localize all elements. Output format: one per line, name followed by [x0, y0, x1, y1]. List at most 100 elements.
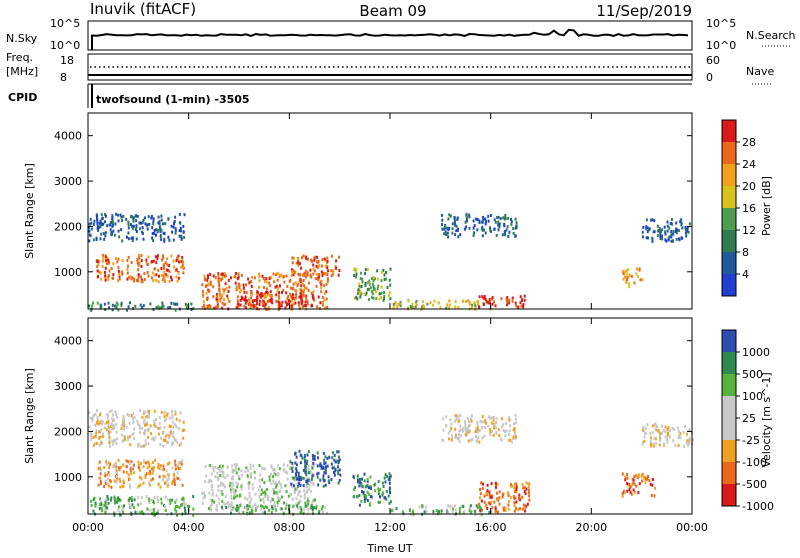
scatter-cell	[154, 436, 157, 440]
scatter-cell	[254, 492, 257, 496]
scatter-cell	[642, 429, 645, 432]
scatter-cell	[218, 469, 221, 473]
scatter-cell	[446, 303, 449, 307]
scatter-cell	[301, 456, 304, 460]
scatter-cell	[157, 305, 160, 309]
scatter-cell	[162, 438, 165, 442]
scatter-cell	[134, 214, 137, 218]
scatter-cell	[521, 495, 524, 499]
scatter-cell	[161, 431, 164, 435]
scatter-cell	[312, 457, 315, 461]
scatter-cell	[119, 465, 122, 469]
scatter-cell	[235, 285, 238, 289]
y-tick-label: 3000	[54, 175, 82, 188]
scatter-cell	[136, 419, 139, 423]
scatter-cell	[388, 486, 391, 490]
scatter-cell	[279, 284, 281, 288]
scatter-cell	[680, 223, 683, 227]
scatter-cell	[290, 299, 293, 303]
scatter-cell	[89, 234, 92, 238]
scatter-cell	[353, 274, 356, 277]
scatter-cell	[307, 289, 310, 292]
scatter-cell	[324, 506, 327, 509]
scatter-cell	[216, 303, 219, 307]
scatter-cell	[420, 305, 423, 309]
scatter-cell	[319, 464, 322, 468]
scatter-cell	[145, 472, 148, 476]
scatter-cell	[305, 297, 308, 301]
scatter-cell	[147, 460, 150, 464]
scatter-cell	[304, 496, 306, 500]
scatter-cell	[450, 438, 453, 442]
scatter-cell	[514, 226, 517, 230]
scatter-cell	[146, 223, 149, 227]
scatter-cell	[359, 295, 362, 299]
scatter-cell	[311, 293, 314, 297]
scatter-cell	[174, 500, 177, 504]
scatter-cell	[262, 300, 265, 304]
scatter-cell	[91, 419, 94, 423]
scatter-cell	[626, 278, 629, 281]
scatter-cell	[283, 280, 286, 284]
scatter-cell	[467, 299, 469, 303]
scatter-cell	[489, 226, 491, 230]
scatter-cell	[512, 435, 515, 439]
scatter-cell	[686, 226, 689, 230]
scatter-cell	[138, 261, 141, 265]
scatter-cell	[265, 277, 268, 281]
scatter-cell	[251, 304, 254, 307]
scatter-cell	[181, 263, 184, 267]
scatter-cell	[668, 235, 671, 239]
scatter-cell	[261, 467, 264, 470]
scatter-cell	[98, 225, 101, 229]
scatter-cell	[302, 290, 305, 294]
scatter-cell	[176, 440, 179, 444]
scatter-cell	[88, 239, 91, 243]
scatter-cell	[388, 481, 391, 485]
scatter-cell	[385, 497, 388, 501]
scatter-cell	[508, 418, 511, 422]
scatter-cell	[338, 255, 341, 259]
scatter-cell	[492, 423, 495, 427]
scatter-cell	[317, 275, 320, 279]
scatter-cell	[261, 301, 264, 305]
scatter-cell	[133, 436, 136, 440]
scatter-cell	[108, 410, 111, 414]
scatter-cell	[213, 306, 216, 310]
scatter-cell	[441, 222, 443, 226]
scatter-cell	[644, 481, 647, 485]
scatter-cell	[136, 214, 139, 218]
scatter-cell	[254, 503, 257, 507]
scatter-cell	[468, 302, 471, 306]
scatter-cell	[207, 507, 210, 511]
scatter-cell	[497, 215, 500, 219]
scatter-cell	[111, 303, 114, 307]
nsky-tick-bottom: 10^0	[50, 39, 80, 52]
scatter-cell	[265, 290, 268, 294]
scatter-cell	[228, 285, 231, 289]
scatter-cell	[148, 481, 151, 485]
scatter-cell	[513, 504, 516, 507]
scatter-cell	[208, 289, 211, 293]
scatter-cell	[88, 222, 91, 226]
scatter-cell	[513, 509, 516, 513]
velocity-scatter	[88, 409, 694, 517]
scatter-cell	[382, 485, 385, 488]
scatter-cell	[327, 277, 329, 281]
scatter-cell	[472, 219, 475, 223]
scatter-cell	[225, 506, 228, 509]
nsky-tick-top: 10^5	[50, 17, 80, 30]
scatter-cell	[383, 273, 386, 277]
scatter-cell	[110, 424, 113, 428]
scatter-cell	[138, 424, 141, 428]
scatter-cell	[323, 272, 326, 276]
scatter-cell	[221, 492, 224, 496]
scatter-cell	[260, 507, 263, 511]
cpid-label: CPID	[8, 91, 37, 104]
scatter-cell	[320, 270, 323, 274]
scatter-cell	[316, 472, 319, 476]
scatter-cell	[151, 477, 154, 481]
scatter-cell	[162, 444, 165, 448]
scatter-cell	[159, 235, 162, 239]
scatter-cell	[672, 439, 675, 443]
